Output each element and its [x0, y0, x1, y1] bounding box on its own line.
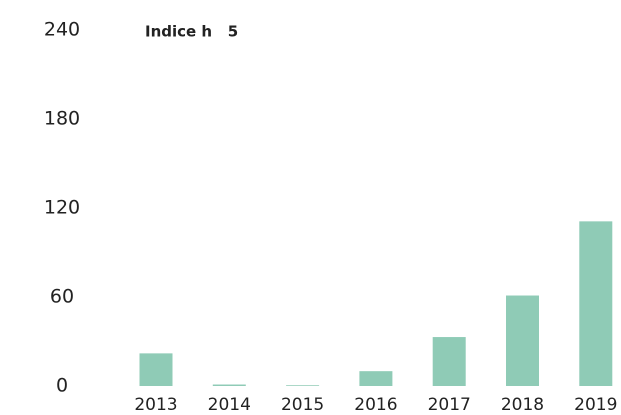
y-tick-label: 240: [44, 19, 80, 41]
x-tick-label: 2017: [428, 395, 471, 415]
chart-title: Indice h 5: [145, 23, 238, 41]
x-tick-label: 2014: [208, 395, 251, 415]
x-tick-label: 2013: [134, 395, 177, 415]
x-tick-label: 2015: [281, 395, 324, 415]
bar: [212, 384, 246, 386]
bar: [359, 371, 393, 386]
x-tick-label: 2016: [354, 395, 397, 415]
x-tick-label: 2019: [574, 395, 617, 415]
x-tick-label: 2018: [501, 395, 544, 415]
y-tick-label: 120: [44, 197, 80, 219]
bar: [432, 337, 466, 386]
bar: [286, 385, 320, 386]
y-tick-label: 180: [44, 108, 80, 130]
bar: [506, 295, 539, 386]
bar: [139, 353, 173, 386]
y-tick-label: 0: [56, 375, 68, 397]
y-tick-label: 60: [50, 286, 74, 308]
bar: [579, 221, 613, 386]
